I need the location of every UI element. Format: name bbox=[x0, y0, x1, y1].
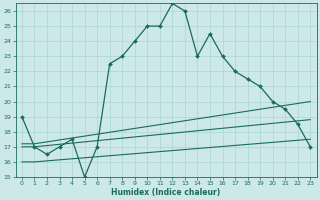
X-axis label: Humidex (Indice chaleur): Humidex (Indice chaleur) bbox=[111, 188, 221, 197]
